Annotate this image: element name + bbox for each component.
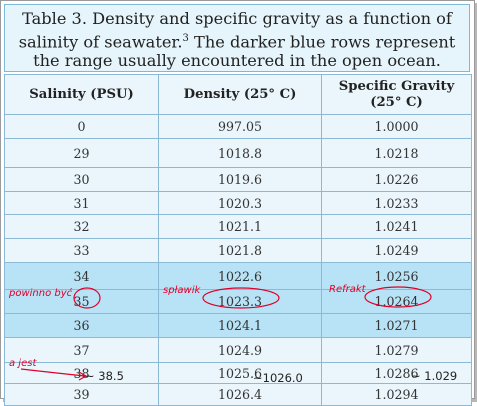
cell-salinity: 31 bbox=[4, 191, 159, 215]
table-row: 39 1026.4 1.0294 bbox=[4, 383, 472, 406]
cell-density: 1021.1 bbox=[158, 214, 322, 239]
table-row: 30 1019.6 1.0226 bbox=[4, 167, 472, 192]
cell-density: 1019.6 bbox=[158, 167, 322, 192]
table-body: 0 997.05 1.0000 29 1018.8 1.0218 30 1019.6 1.022… bbox=[4, 114, 472, 406]
caption-line-1: Table 3. Density and specific gravity as… bbox=[22, 9, 452, 28]
cell-salinity: 35 bbox=[4, 289, 159, 314]
header-row: Salinity (PSU) Density (25° C) Specific … bbox=[4, 74, 472, 115]
circle-salinity-35 bbox=[73, 287, 101, 309]
annotation-value-sg: ~ 1.029 bbox=[411, 369, 457, 383]
cell-density: 1024.9 bbox=[158, 337, 322, 363]
cell-specific-gravity: 1.0264 bbox=[321, 289, 472, 314]
cell-density: 1018.8 bbox=[158, 138, 322, 168]
cell-salinity: 37 bbox=[4, 337, 159, 363]
annotation-powinno-byc: powinno być bbox=[8, 287, 73, 299]
header-density: Density (25° C) bbox=[158, 74, 322, 115]
table-row: 0 997.05 1.0000 bbox=[4, 114, 472, 139]
cell-density: 1020.3 bbox=[158, 191, 322, 215]
cell-specific-gravity: 1.0233 bbox=[321, 191, 472, 215]
cell-density: 1024.1 bbox=[158, 313, 322, 338]
header-sg-line-1: Specific Gravity bbox=[338, 78, 455, 94]
header-specific-gravity: Specific Gravity (25° C) bbox=[321, 74, 472, 115]
header-sg-line-2: (25° C) bbox=[370, 94, 423, 110]
cell-specific-gravity: 1.0249 bbox=[321, 238, 472, 263]
cell-salinity: 29 bbox=[4, 138, 159, 168]
caption-line-2-text: salinity of seawater. bbox=[18, 31, 183, 51]
annotation-value-salinity: ~ 38.5 bbox=[85, 369, 124, 383]
annotation-value-density: ~1026.0 bbox=[253, 371, 303, 385]
annotation-splawik: spławik bbox=[163, 285, 202, 296]
table-row: 36 1024.1 1.0271 bbox=[4, 313, 472, 338]
cell-salinity: 33 bbox=[4, 238, 159, 263]
caption-line-3: the range usually encountered in the ope… bbox=[33, 51, 441, 71]
table-row: 32 1021.1 1.0241 bbox=[4, 214, 472, 239]
table-row: 33 1021.8 1.0249 bbox=[4, 238, 472, 263]
caption-line-2-rest: The darker blue rows represent bbox=[188, 31, 456, 51]
cell-density: 997.05 bbox=[158, 114, 322, 139]
cell-density: 1026.4 bbox=[158, 383, 322, 406]
table-row: 34 1022.6 1.0256 bbox=[4, 262, 472, 290]
header-salinity: Salinity (PSU) bbox=[4, 74, 159, 115]
cell-salinity: 0 bbox=[4, 114, 159, 139]
cell-specific-gravity: 1.0286 bbox=[321, 362, 472, 384]
cell-salinity: 30 bbox=[4, 167, 159, 192]
salinity-table: Salinity (PSU) Density (25° C) Specific … bbox=[4, 74, 472, 406]
cell-salinity: 32 bbox=[4, 214, 159, 239]
cell-salinity: 36 bbox=[4, 313, 159, 338]
circle-density-35 bbox=[202, 287, 280, 309]
cell-specific-gravity: 1.0000 bbox=[321, 114, 472, 139]
cell-density: 1023.3 bbox=[158, 289, 322, 314]
table-row: 35 1023.3 1.0264 bbox=[4, 289, 472, 314]
cell-salinity: 34 bbox=[4, 262, 159, 290]
table-row: 31 1020.3 1.0233 bbox=[4, 191, 472, 215]
annotation-a-jest: a jest bbox=[9, 358, 37, 369]
table-caption: Table 3. Density and specific gravity as… bbox=[4, 4, 470, 72]
circle-sg-35 bbox=[364, 286, 432, 308]
cell-specific-gravity: 1.0256 bbox=[321, 262, 472, 290]
cell-specific-gravity: 1.0271 bbox=[321, 313, 472, 338]
arrow-line bbox=[20, 368, 86, 377]
arrow-head bbox=[78, 371, 88, 381]
caption-line-2: salinity of seawater.3 The darker blue r… bbox=[5, 29, 469, 52]
caption-reference: 3 bbox=[182, 32, 189, 44]
cell-salinity: 39 bbox=[4, 383, 159, 406]
cell-density: 1022.6 bbox=[158, 262, 322, 290]
cell-specific-gravity: 1.0226 bbox=[321, 167, 472, 192]
cell-density: 1021.8 bbox=[158, 238, 322, 263]
annotation-refrakt: Refrakt bbox=[329, 284, 367, 295]
